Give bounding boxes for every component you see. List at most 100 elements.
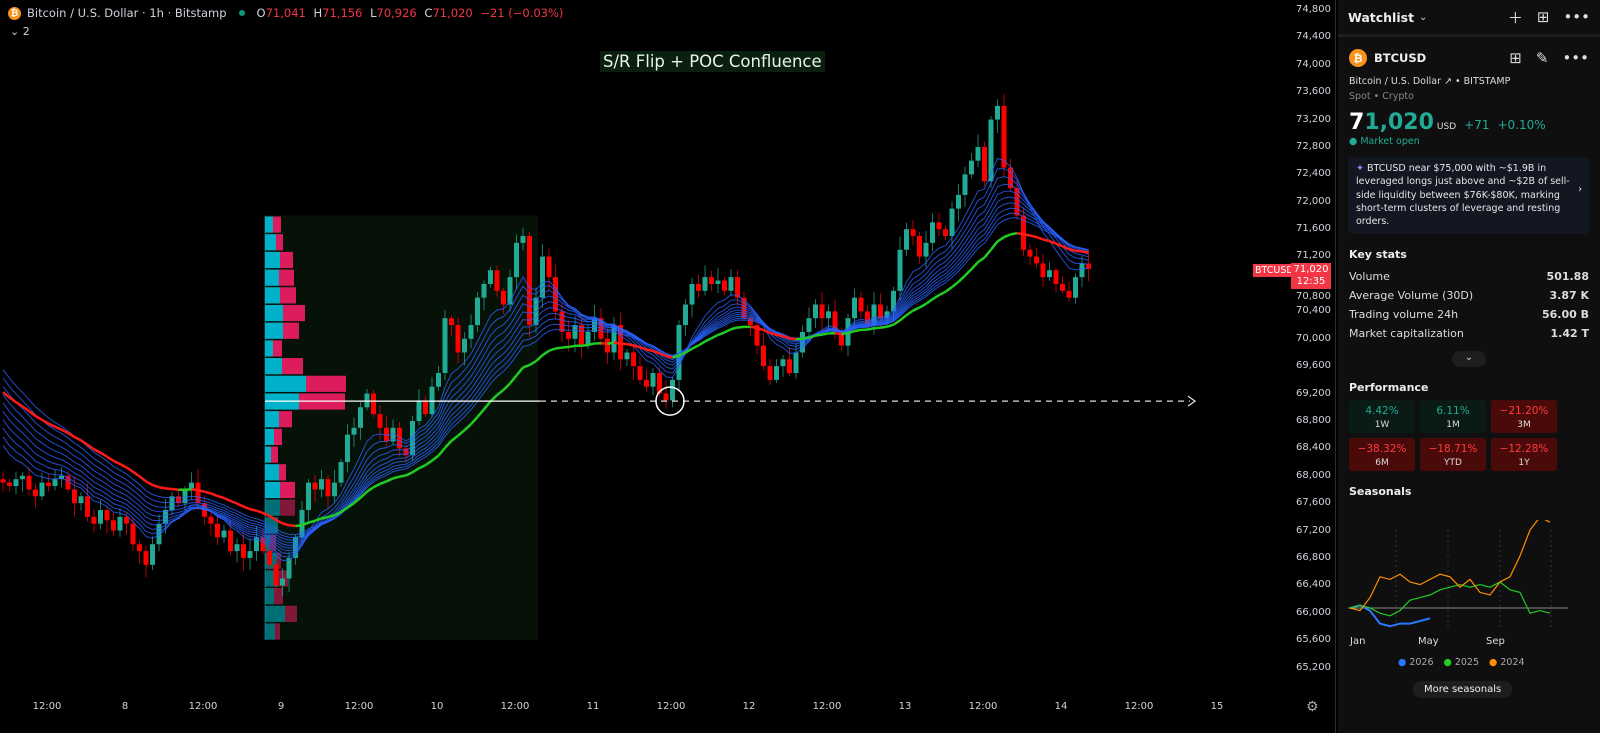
performance-cell[interactable]: 4.42% 1W: [1349, 400, 1415, 434]
time-tick: 12:00: [344, 701, 374, 712]
expand-stats-button[interactable]: ⌄: [1452, 351, 1486, 368]
candle-body: [72, 489, 77, 504]
trend-ema-segment: [73, 435, 82, 442]
candle-body: [884, 311, 890, 319]
trend-ema-segment: [470, 416, 479, 426]
candle-body: [813, 304, 818, 319]
price-tick: 72,400: [1296, 168, 1331, 180]
performance-cell[interactable]: 6.11% 1M: [1420, 400, 1486, 434]
candle-body: [176, 496, 181, 504]
candle-body: [390, 427, 396, 442]
seasonals-legend-item[interactable]: ● 2026: [1398, 657, 1434, 668]
exchange-name[interactable]: BITSTAMP: [1463, 76, 1511, 87]
volume-profile-up-bar: [265, 623, 275, 640]
news-card[interactable]: ✦ BTCUSD near $75,000 with ~$1.9B in lev…: [1348, 157, 1590, 235]
annotation-title[interactable]: S/R Flip + POC Confluence: [600, 51, 825, 72]
volume-profile-down-bar: [279, 411, 292, 428]
plus-icon[interactable]: ＋: [1507, 8, 1523, 27]
trend-ema-segment: [314, 517, 322, 522]
price-tick: 72,000: [1296, 195, 1331, 207]
candle-body: [410, 420, 415, 456]
performance-cell[interactable]: −18.71% YTD: [1420, 438, 1486, 472]
time-tick: 12:00: [968, 701, 998, 712]
edit-icon[interactable]: ✎: [1535, 49, 1549, 67]
price-chart[interactable]: [0, 0, 1290, 690]
candle-body: [819, 304, 825, 319]
price-rest: 1,020: [1364, 110, 1434, 135]
more-icon[interactable]: •••: [1563, 8, 1590, 26]
settings-gear-icon[interactable]: ⚙: [1306, 699, 1319, 715]
chevron-right-icon[interactable]: ›: [1578, 184, 1582, 195]
trend-ema-segment: [841, 331, 849, 336]
trend-ema-segment: [684, 347, 693, 354]
symbol-title[interactable]: Bitcoin / U.S. Dollar · 1h · Bitstamp: [27, 6, 227, 20]
time-tick: 11: [586, 701, 600, 712]
candle-body: [748, 318, 753, 326]
candle-body: [696, 283, 701, 291]
trend-ema-segment: [60, 428, 69, 435]
trend-ema-segment: [717, 331, 725, 337]
candle-body: [358, 407, 363, 428]
more-icon[interactable]: •••: [1562, 49, 1589, 67]
watchlist-title[interactable]: Watchlist: [1348, 9, 1415, 25]
price-tick: 68,800: [1296, 415, 1331, 426]
candle-body: [267, 551, 272, 565]
volume-profile-down-bar: [280, 251, 293, 269]
candle-body: [793, 352, 799, 374]
trend-ema-segment: [333, 510, 342, 517]
indicators-toggle[interactable]: ⌄ 2: [6, 24, 34, 39]
performance-value: −38.32%: [1357, 443, 1407, 456]
candle-body: [878, 304, 883, 319]
trend-ema-segment: [119, 462, 128, 469]
chart-pane[interactable]: ₿ Bitcoin / U.S. Dollar · 1h · Bitstamp …: [0, 0, 1290, 690]
grid-icon[interactable]: ⊞: [1509, 49, 1522, 67]
currency: USD: [1436, 122, 1457, 132]
seasonals-chart[interactable]: Jan May Sep: [1348, 520, 1568, 650]
time-tick: 14: [1054, 701, 1068, 712]
candle-body: [774, 366, 779, 380]
trend-ema-segment: [125, 466, 134, 473]
trend-ema-segment: [152, 483, 160, 489]
performance-cell[interactable]: −12.28% 1Y: [1491, 438, 1557, 472]
candle-body: [215, 523, 220, 538]
chevron-down-icon: ⌄: [10, 25, 23, 38]
legend-label: 2025: [1454, 657, 1480, 668]
volume-profile-down-bar: [306, 375, 346, 392]
candle-body: [169, 496, 175, 510]
candle-body: [728, 277, 734, 291]
trend-ema-segment: [282, 522, 290, 527]
trend-ema-segment: [769, 331, 777, 337]
volume-profile-up-bar: [265, 234, 276, 251]
volume-profile-up-bar: [265, 287, 280, 304]
trend-ema-segment: [93, 448, 102, 454]
price-tick: 74,800: [1296, 4, 1331, 15]
volume-profile-up-bar: [265, 375, 306, 392]
trend-ema-segment: [528, 360, 537, 367]
candle-body: [1060, 283, 1065, 291]
candle-body: [767, 366, 773, 380]
candle-body: [995, 105, 1000, 120]
trend-ema-segment: [483, 400, 492, 411]
stat-label: Trading volume 24h: [1349, 308, 1459, 322]
candle-body: [683, 304, 688, 326]
layout-icon[interactable]: ⊞: [1536, 8, 1550, 26]
volume-profile-up-bar: [265, 304, 283, 322]
candle-body: [962, 174, 968, 195]
chevron-down-icon[interactable]: ⌄: [1419, 11, 1428, 23]
external-link-icon[interactable]: ↗: [1444, 76, 1452, 87]
symbol-name[interactable]: BTCUSD: [1374, 51, 1427, 65]
candle-body: [228, 530, 233, 552]
trend-ema-segment: [138, 475, 147, 483]
candle-body: [494, 270, 500, 291]
performance-cell[interactable]: −38.32% 6M: [1349, 438, 1415, 472]
trend-ema-segment: [626, 342, 634, 347]
trend-ema-segment: [463, 423, 472, 432]
seasonals-legend-item[interactable]: ● 2025: [1444, 657, 1480, 668]
price-axis[interactable]: 74,800 74,400 74,000 73,600 73,200 72,800 72,4…: [1290, 0, 1336, 733]
performance-cell[interactable]: −21.20% 3M: [1491, 400, 1557, 434]
candle-body: [371, 393, 376, 415]
trend-ema-segment: [424, 459, 433, 467]
more-seasonals-button[interactable]: More seasonals: [1413, 681, 1513, 698]
stat-label: Volume: [1349, 270, 1390, 284]
seasonals-legend-item[interactable]: ● 2024: [1489, 657, 1525, 668]
